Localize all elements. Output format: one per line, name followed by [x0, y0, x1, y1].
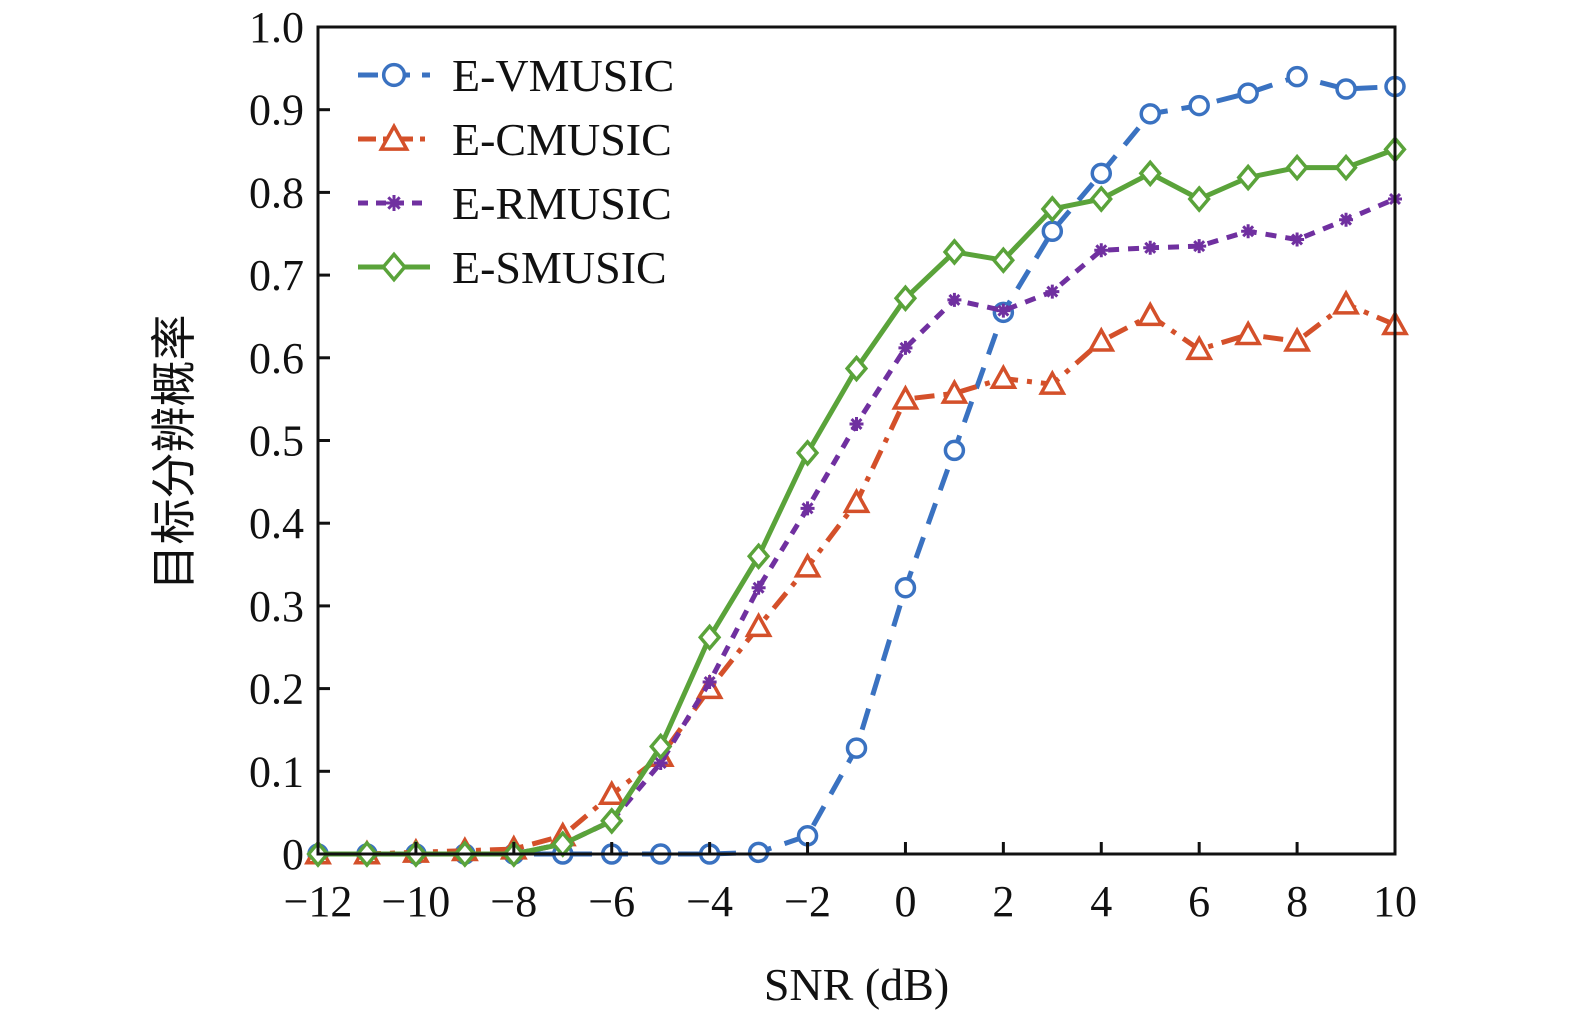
data-point — [842, 487, 871, 514]
data-point — [697, 623, 722, 652]
data-point — [747, 841, 770, 864]
x-tick-label: 8 — [1286, 877, 1308, 926]
data-point — [845, 737, 868, 759]
y-tick-label: 1.0 — [249, 3, 304, 52]
legend-label: E-SMUSIC — [452, 242, 667, 293]
data-point — [991, 246, 1016, 274]
legend-label: E-VMUSIC — [452, 50, 674, 101]
data-point — [1087, 326, 1116, 352]
y-tick-label: 0 — [282, 830, 304, 879]
ticks-layer: −12 −10 −8 −6 −4 −2 0 2 4 6 8 10 0 0.1 0.2 0.3 0.4 0.5 0.6… — [249, 3, 1417, 926]
legend-entry: E-CMUSIC — [358, 114, 672, 165]
data-point — [1187, 185, 1211, 213]
y-tick-label: 0.4 — [249, 499, 304, 548]
data-point — [1090, 162, 1113, 185]
y-tick-label: 0.7 — [249, 251, 304, 300]
data-point — [989, 363, 1018, 390]
data-point — [653, 756, 668, 771]
legend-entry: E-VMUSIC — [358, 50, 674, 101]
y-tick-label: 0.5 — [249, 417, 304, 466]
x-tick-label: 2 — [992, 877, 1014, 926]
data-point — [1237, 82, 1259, 104]
data-point — [891, 384, 920, 410]
series-line — [318, 301, 1396, 857]
data-point — [1045, 284, 1060, 299]
x-tick-label: −10 — [381, 877, 450, 926]
data-point — [947, 292, 962, 307]
data-point — [1334, 153, 1358, 182]
legend-marker — [381, 62, 407, 88]
data-point — [1241, 224, 1256, 239]
legend-entry: E-RMUSIC — [358, 178, 672, 229]
x-tick-label: 10 — [1373, 877, 1417, 926]
data-point — [1339, 212, 1354, 227]
data-point — [746, 542, 771, 570]
legend-marker — [378, 122, 410, 151]
legend: E-VMUSIC E-CMUSIC E-RMUSIC E-SMUSIC — [358, 50, 674, 293]
data-point — [940, 378, 969, 404]
x-axis-label: SNR (dB) — [764, 959, 949, 1010]
data-point — [1335, 78, 1357, 100]
x-tick-label: −12 — [284, 877, 353, 926]
y-tick-label: 0.1 — [249, 747, 304, 796]
data-point — [649, 732, 673, 761]
x-tick-label: −6 — [588, 877, 635, 926]
data-point — [744, 611, 773, 638]
data-point — [702, 674, 717, 689]
y-tick-label: 0.2 — [249, 665, 304, 714]
data-point — [844, 354, 869, 383]
data-point — [751, 580, 766, 595]
x-tick-label: 6 — [1188, 877, 1210, 926]
legend-label: E-RMUSIC — [452, 178, 672, 229]
y-tick-label: 0.8 — [249, 168, 304, 217]
x-tick-label: −2 — [784, 877, 831, 926]
y-tick-label: 0.9 — [249, 86, 304, 135]
data-point — [597, 779, 626, 806]
data-point — [1041, 220, 1064, 243]
data-point — [1038, 369, 1067, 395]
legend-marker — [385, 194, 403, 212]
y-tick-label: 0.6 — [249, 334, 304, 383]
data-point — [942, 238, 967, 266]
data-point — [1234, 320, 1263, 346]
data-point — [943, 439, 966, 462]
data-point — [1332, 289, 1361, 315]
data-point — [1139, 103, 1161, 125]
data-point — [1040, 195, 1064, 223]
data-point — [795, 439, 820, 467]
data-point — [996, 303, 1011, 318]
data-point — [1290, 232, 1305, 247]
x-tick-label: 4 — [1090, 877, 1112, 926]
data-point — [1188, 94, 1210, 117]
y-axis-label: 目标分辨概率 — [149, 315, 200, 591]
x-tick-label: −4 — [686, 877, 733, 926]
data-point — [898, 340, 913, 355]
data-point — [893, 284, 918, 312]
x-tick-label: 0 — [894, 877, 916, 926]
data-point — [1136, 301, 1165, 327]
legend-entry: E-SMUSIC — [358, 242, 667, 293]
data-point — [793, 552, 822, 578]
data-point — [600, 807, 624, 835]
data-point — [1192, 239, 1207, 254]
legend-label: E-CMUSIC — [452, 114, 672, 165]
data-point — [1236, 163, 1260, 192]
data-point — [1143, 240, 1158, 255]
data-point — [800, 501, 815, 516]
y-tick-label: 0.3 — [249, 582, 304, 631]
data-point — [1185, 334, 1214, 361]
legend-marker — [380, 251, 408, 283]
data-point — [849, 416, 864, 431]
data-point — [1138, 159, 1162, 188]
data-point — [1094, 243, 1109, 258]
data-point — [1283, 326, 1312, 352]
data-point — [1089, 185, 1113, 213]
data-point — [894, 576, 917, 599]
data-point — [1285, 153, 1309, 182]
data-point — [1286, 65, 1308, 88]
x-tick-label: −8 — [490, 877, 537, 926]
